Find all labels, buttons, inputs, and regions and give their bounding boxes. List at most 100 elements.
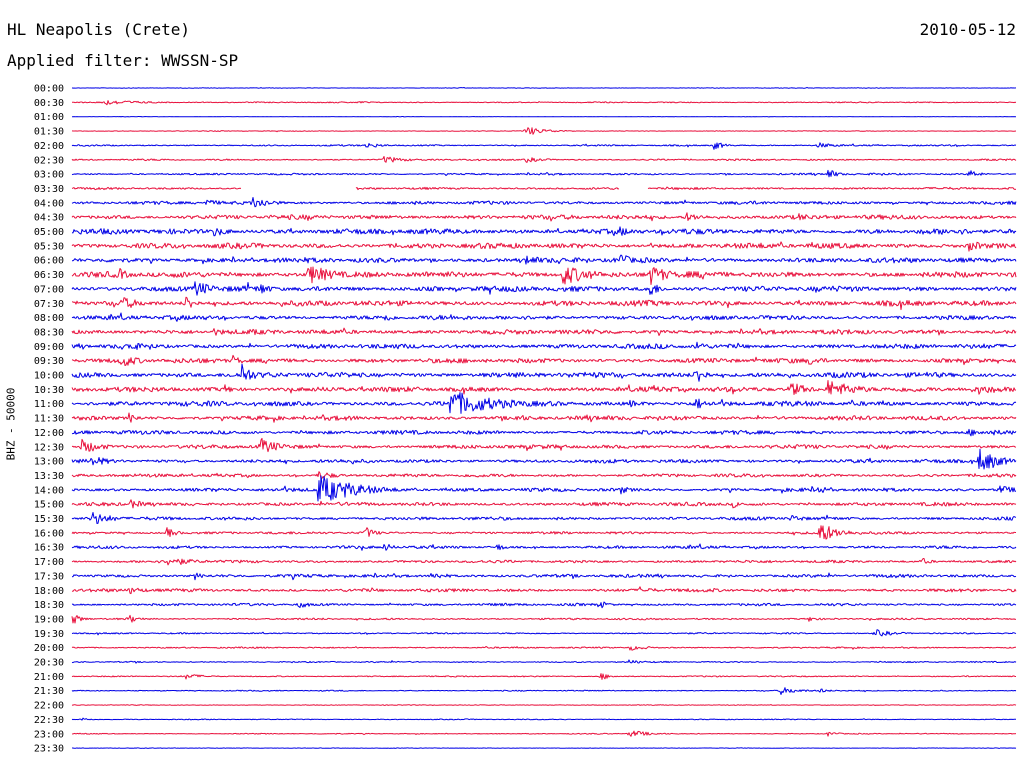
record-date: 2010-05-12 [919,20,1016,39]
time-label: 09:00 [34,342,64,353]
trace-row [71,169,1017,178]
trace-row [71,525,1016,540]
time-label: 15:30 [34,514,64,525]
trace-row [71,380,1017,395]
time-label: 21:30 [34,686,64,697]
trace-row [72,254,1017,265]
trace-row [71,428,1017,437]
time-label: 00:00 [34,84,64,95]
trace-row [71,156,1017,163]
trace-row [71,212,1017,222]
time-label: 17:00 [34,557,64,568]
time-label: 17:30 [34,571,64,582]
trace-row [71,717,1016,721]
trace-row [71,363,1017,382]
time-label: 18:00 [34,586,64,597]
trace-row [71,341,1017,350]
time-label: 16:30 [34,543,64,554]
trace-row [71,354,1017,366]
trace-row [71,512,1017,524]
time-label: 01:30 [34,127,64,138]
time-label: 08:00 [34,313,64,324]
trace-row [71,475,1017,502]
time-label: 07:00 [34,284,64,295]
time-label: 03:30 [34,184,64,195]
time-label: 15:00 [34,500,64,511]
trace-row [71,614,1017,624]
trace-row [71,572,1017,581]
time-label: 12:30 [34,442,64,453]
time-label: 19:00 [34,614,64,625]
time-label: 18:30 [34,600,64,611]
station-title: HL Neapolis (Crete) [7,20,191,39]
trace-row [71,266,1017,285]
time-label: 12:00 [34,428,64,439]
time-labels: 00:00 00:30 01:00 01:30 02:00 02:30 03:00 03:30… [34,84,64,755]
trace-row [71,412,1017,423]
time-label: 09:30 [34,356,64,367]
trace-row [71,281,1017,296]
trace-row [71,687,1017,695]
trace-row [71,197,1017,208]
time-label: 11:30 [34,414,64,425]
trace-row [71,659,1017,664]
trace-row [71,646,1016,651]
time-label: 20:30 [34,658,64,669]
trace-row [71,629,1017,637]
trace-row [72,100,1017,106]
trace-row [71,186,1017,191]
trace-row [71,448,1017,470]
trace-row [71,241,1017,252]
trace-row [71,142,1017,150]
time-label: 10:30 [34,385,64,396]
trace-row [71,86,1017,89]
time-label: 06:00 [34,256,64,267]
time-label: 11:00 [34,399,64,410]
time-label: 04:00 [34,198,64,209]
time-label: 03:00 [34,170,64,181]
time-label: 20:00 [34,643,64,654]
trace-row [71,312,1017,322]
trace-row [71,226,1017,237]
time-label: 10:00 [34,371,64,382]
time-label: 16:00 [34,528,64,539]
trace-row [71,673,1016,680]
trace-row [71,437,1017,453]
time-label: 05:00 [34,227,64,238]
trace-row [71,392,1017,414]
time-label: 02:30 [34,155,64,166]
time-label: 23:30 [34,744,64,755]
seismic-traces [71,86,1017,749]
time-label: 07:30 [34,299,64,310]
time-label: 23:00 [34,729,64,740]
trace-row [71,471,1017,480]
trace-row [71,704,1017,706]
time-label: 00:30 [34,98,64,109]
trace-row [71,127,1017,135]
time-label: 14:00 [34,485,64,496]
time-label: 05:30 [34,241,64,252]
time-label: 04:30 [34,213,64,224]
time-label: 01:00 [34,112,64,123]
filter-label: Applied filter: WWSSN-SP [7,51,239,70]
time-label: 06:30 [34,270,64,281]
time-label: 08:30 [34,327,64,338]
trace-row [71,499,1017,509]
time-label: 13:30 [34,471,64,482]
trace-row [71,327,1017,336]
time-label: 21:00 [34,672,64,683]
trace-row [72,296,1017,311]
trace-row [72,747,1017,749]
time-label: 13:00 [34,457,64,468]
time-label: 02:00 [34,141,64,152]
time-label: 22:00 [34,701,64,712]
trace-row [71,586,1017,595]
trace-row [71,116,1016,118]
trace-row [71,558,1017,566]
time-label: 22:30 [34,715,64,726]
trace-row [71,543,1017,551]
trace-row [71,730,1017,737]
time-label: 19:30 [34,629,64,640]
trace-row [71,601,1017,609]
